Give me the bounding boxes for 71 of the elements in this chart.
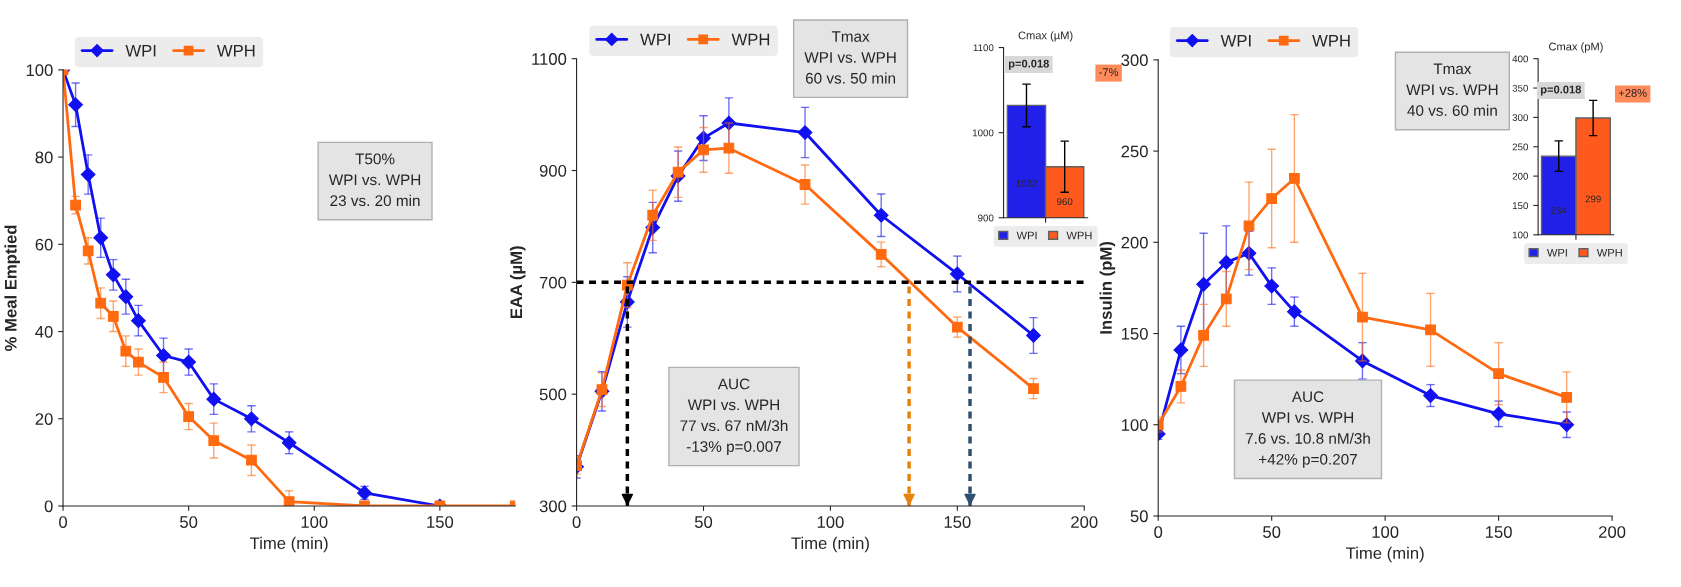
annotation: p=0.018 <box>1008 59 1049 70</box>
y-tick-label: 300 <box>539 500 567 513</box>
legend-label: WPI <box>1016 231 1037 240</box>
y-axis-title: % Meal Emptied <box>4 225 20 351</box>
x-tick-label: 150 <box>427 516 454 528</box>
y-tick-label: 250 <box>1121 145 1148 158</box>
y-tick-label: 900 <box>978 214 994 222</box>
y-tick-label: 1100 <box>973 44 994 52</box>
annotation: AUC WPI vs. WPH 7.6 vs. 10.8 nM/3h +42% p=0.207 <box>1245 391 1370 468</box>
y-tick-label: 100 <box>1121 419 1148 431</box>
x-tick-label: 150 <box>1485 526 1512 538</box>
legend-label: WPH <box>1066 231 1092 240</box>
chart-title: Cmax (µM) <box>1018 31 1073 42</box>
x-tick-label: 100 <box>301 516 328 528</box>
y-tick-label: 100 <box>26 64 53 77</box>
y-tick-label: 150 <box>1512 202 1529 210</box>
y-tick-label: 700 <box>539 276 567 289</box>
legend-label: WPI <box>125 44 156 57</box>
y-tick-label: 20 <box>35 413 53 425</box>
x-tick-label: 0 <box>1154 526 1163 538</box>
x-tick-label: 50 <box>180 516 198 528</box>
y-axis-title: Insulin (pM) <box>1099 242 1116 334</box>
y-tick-label: 200 <box>1512 172 1529 180</box>
x-tick-label: 200 <box>1071 516 1098 528</box>
y-tick-label: 1000 <box>972 129 994 137</box>
legend-label: WPH <box>1596 248 1622 257</box>
y-tick-label: 300 <box>1121 54 1148 67</box>
data-label: 234 <box>1551 206 1567 214</box>
data-label: 1032 <box>1016 179 1037 187</box>
x-tick-label: 100 <box>1372 526 1399 538</box>
y-tick-label: 80 <box>35 151 53 164</box>
x-tick-label: 50 <box>694 516 713 528</box>
x-tick-label: 100 <box>817 516 844 528</box>
text: -7% <box>1099 68 1119 77</box>
legend-label: WPI <box>1220 34 1251 47</box>
y-tick-label: 200 <box>1121 236 1148 249</box>
legend-label: WPH <box>731 33 770 46</box>
x-tick-label: 200 <box>1599 526 1626 538</box>
x-tick-label: 150 <box>944 516 971 528</box>
y-tick-label: 400 <box>1512 55 1529 63</box>
annotation: T50% WPI vs. WPH 23 vs. 20 min <box>328 153 421 207</box>
annotation: p=0.018 <box>1541 85 1582 96</box>
x-axis-title: Time (min) <box>791 536 869 553</box>
y-tick-label: 150 <box>1121 327 1148 340</box>
annotation: Tmax WPI vs. WPH 60 vs. 50 min <box>804 31 896 84</box>
y-tick-label: 250 <box>1512 143 1529 151</box>
x-tick-label: 0 <box>572 516 581 528</box>
data-label: 299 <box>1585 195 1601 203</box>
x-tick-label: 0 <box>59 516 68 528</box>
legend-label: WPI <box>640 33 671 46</box>
y-tick-label: 300 <box>1512 114 1529 122</box>
y-tick-label: 500 <box>539 388 567 401</box>
y-tick-label: 40 <box>35 325 53 338</box>
chart-title: Cmax (pM) <box>1549 42 1603 53</box>
legend-label: WPH <box>216 44 255 57</box>
y-tick-label: 350 <box>1512 84 1529 92</box>
x-axis-title: Time (min) <box>250 536 328 553</box>
y-tick-label: 1100 <box>532 53 567 65</box>
data-label: 960 <box>1057 198 1073 206</box>
legend-label: WPI <box>1546 248 1567 257</box>
text: +28% <box>1618 89 1647 97</box>
y-tick-label: 60 <box>35 238 53 251</box>
y-tick-label: 100 <box>1512 231 1529 239</box>
legend-label: WPH <box>1312 34 1350 47</box>
y-tick-label: 0 <box>44 500 53 513</box>
annotation: Tmax WPI vs. WPH 40 vs. 60 min <box>1406 63 1498 116</box>
x-tick-label: 50 <box>1263 526 1281 538</box>
x-axis-title: Time (min) <box>1346 546 1424 563</box>
y-axis-title: EAA (µM) <box>509 246 526 319</box>
annotation: AUC WPI vs. WPH 77 vs. 67 nM/3h -13% p=0.007 <box>680 378 788 455</box>
y-tick-label: 900 <box>539 164 567 177</box>
